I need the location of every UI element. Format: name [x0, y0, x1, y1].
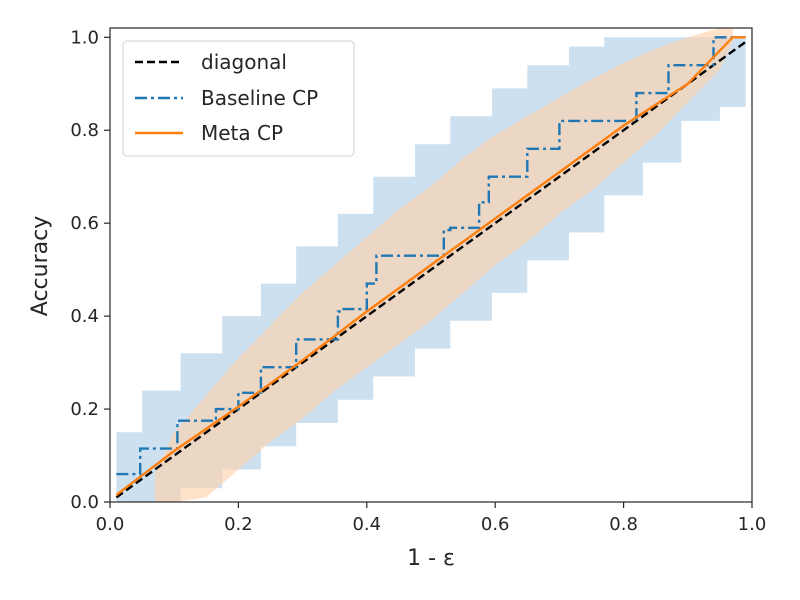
series-line-diagonal: [115, 40, 747, 499]
x-axis-ticks: 0.0 0.2 0.4 0.6 0.8 1.0: [96, 502, 767, 535]
legend-label-baseline-cp: Baseline CP: [201, 86, 318, 110]
x-tick-label: 0.8: [609, 514, 638, 535]
band-meta-cp: [154, 28, 733, 502]
y-tick-label: 1.0: [70, 27, 99, 48]
y-tick-label: 0.4: [70, 306, 99, 327]
x-tick-label: 0.0: [96, 514, 125, 535]
x-tick-label: 0.2: [224, 514, 253, 535]
y-tick-label: 0.8: [70, 120, 99, 141]
series-line-meta-cp: [115, 36, 746, 496]
series-line-baseline-cp: [116, 36, 746, 476]
y-tick-label: 0.6: [70, 213, 99, 234]
legend: diagonal Baseline CP Meta CP: [122, 40, 355, 157]
plot-frame: [109, 27, 753, 503]
x-tick-label: 0.4: [352, 514, 381, 535]
series-lines: [115, 36, 747, 499]
legend-label-meta-cp: Meta CP: [201, 121, 283, 145]
y-axis-ticks: 0.0 0.2 0.4 0.6 0.8 1.0: [70, 27, 110, 513]
y-tick-label: 0.2: [70, 399, 99, 420]
x-tick-label: 0.6: [481, 514, 510, 535]
x-axis-label: 1 - ε: [407, 546, 455, 571]
x-tick-label: 1.0: [738, 514, 767, 535]
y-axis-label: Accuracy: [28, 216, 53, 316]
y-tick-label: 0.0: [70, 492, 99, 513]
legend-box: [122, 40, 355, 157]
legend-label-diagonal: diagonal: [201, 50, 287, 74]
